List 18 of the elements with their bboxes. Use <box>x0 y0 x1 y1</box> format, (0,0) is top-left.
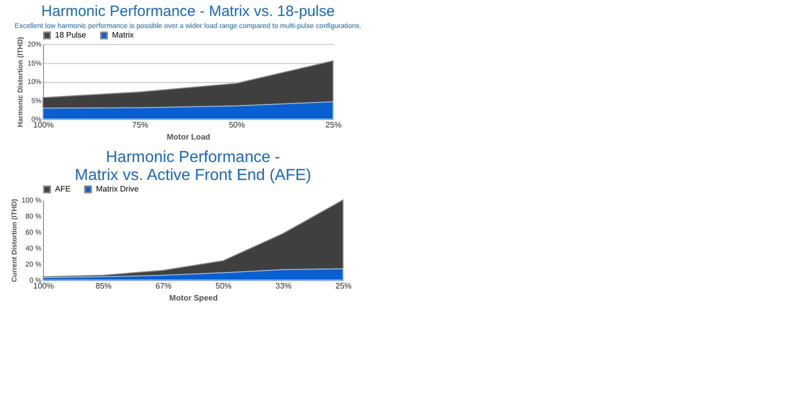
x-tick-label: 50% <box>215 282 232 290</box>
chart-title: Harmonic Performance - Matrix vs. 18-pulse <box>41 3 335 20</box>
legend-label: 18 Pulse <box>55 30 87 40</box>
x-tick-label: 50% <box>228 120 245 130</box>
x-tick-label: 67% <box>155 282 172 290</box>
legend-label: Matrix Drive <box>96 184 140 194</box>
x-tick-label: 100% <box>33 120 54 130</box>
x-tick-label: 25% <box>325 120 342 130</box>
legend-label: Matrix <box>112 30 134 40</box>
x-axis-title: Motor Load <box>166 132 210 142</box>
x-tick-label: 33% <box>275 282 292 290</box>
x-tick-label: 75% <box>132 120 148 130</box>
chart-title: Harmonic Performance - Matrix vs. Active Front End (AFE) <box>74 149 312 184</box>
x-tick-label: 85% <box>95 282 112 290</box>
x-axis-title: Motor Speed <box>169 294 218 302</box>
x-tick-label: 25% <box>335 282 352 290</box>
x-tick-label: 100% <box>33 282 54 290</box>
legend-label: AFE <box>55 184 71 194</box>
